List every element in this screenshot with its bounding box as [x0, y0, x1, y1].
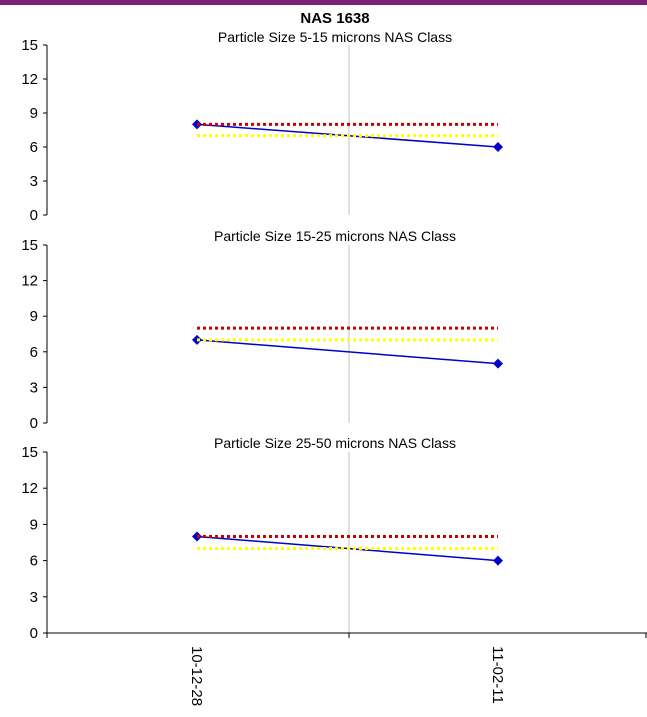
chart-title: NAS 1638 [300, 10, 369, 27]
y-tick-label: 6 [30, 344, 38, 361]
panel-2-plot: 0 3 6 9 12 15 [21, 237, 503, 432]
panel-3-plot: 0 3 6 9 12 15 [21, 444, 503, 642]
panel-2-title: Particle Size 15-25 microns NAS Class [214, 228, 456, 244]
x-tick-label: 11-02-11 [489, 646, 506, 704]
y-tick-label: 3 [30, 173, 38, 190]
panel-1-title: Particle Size 5-15 microns NAS Class [218, 29, 452, 45]
top-bar [0, 0, 647, 5]
series-marker [493, 555, 503, 566]
panel-1-plot: 0 3 6 9 12 15 [21, 37, 503, 224]
y-tick-label: 0 [30, 207, 38, 224]
y-tick-label: 15 [21, 237, 38, 254]
x-tick-label: 10-12-28 [188, 646, 205, 706]
panel-3-title: Particle Size 25-50 microns NAS Class [214, 435, 456, 451]
y-tick-label: 3 [30, 589, 38, 606]
y-tick-label: 9 [30, 105, 38, 122]
y-tick-label: 0 [30, 625, 38, 642]
y-tick-label: 12 [21, 480, 38, 497]
y-tick-label: 12 [21, 273, 38, 290]
y-tick-label: 0 [30, 415, 38, 432]
panel-1: Particle Size 5-15 microns NAS Class 0 3 6… [21, 29, 503, 224]
panel-3: Particle Size 25-50 microns NAS Class 0 3… [21, 435, 503, 642]
y-tick-label: 15 [21, 444, 38, 461]
y-tick-label: 12 [21, 71, 38, 88]
x-axis: 10-12-28 11-02-11 [46, 632, 647, 706]
y-tick-label: 6 [30, 553, 38, 570]
series-marker [493, 358, 503, 369]
panel-2: Particle Size 15-25 microns NAS Class 0 3… [21, 228, 503, 432]
y-tick-label: 3 [30, 379, 38, 396]
series-line-1 [196, 339, 499, 365]
y-tick-label: 9 [30, 308, 38, 325]
y-tick-label: 15 [21, 37, 38, 54]
y-tick-label: 9 [30, 516, 38, 533]
y-tick-label: 6 [30, 139, 38, 156]
series-marker [493, 142, 503, 152]
